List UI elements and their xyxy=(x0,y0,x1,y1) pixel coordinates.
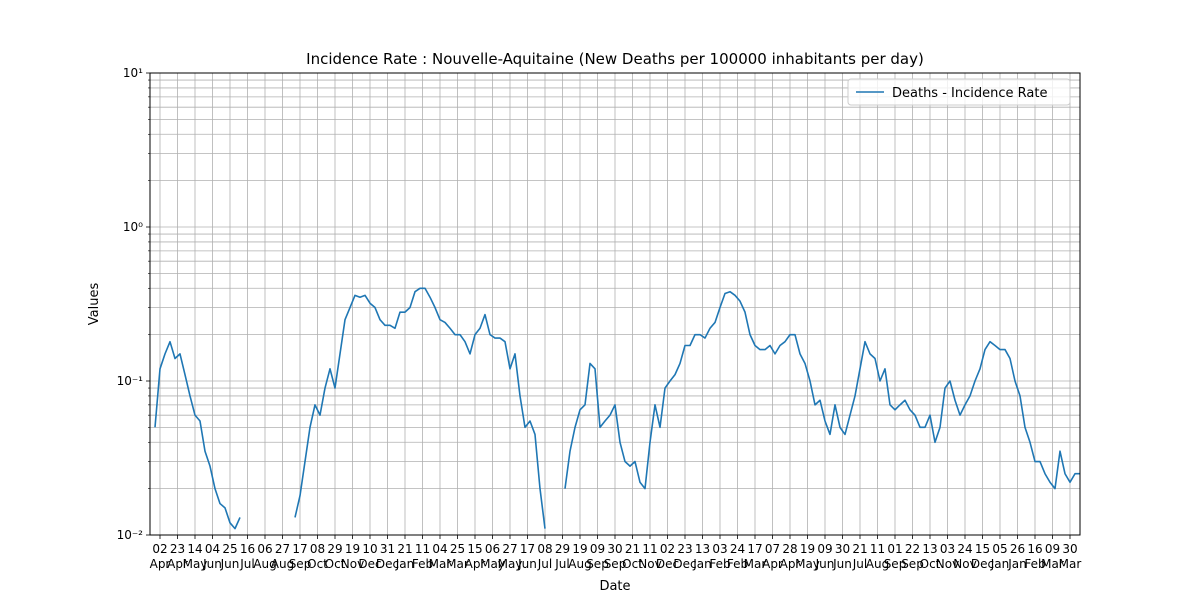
x-tick-label: 27 Aug xyxy=(271,542,294,571)
x-tick-label: 28 Apr xyxy=(780,542,801,571)
x-tick-label: 16 Feb xyxy=(1024,542,1045,571)
x-tick-label: 26 Jan xyxy=(1007,542,1027,571)
x-tick-label: 11 Nov xyxy=(638,542,661,571)
x-tick-label: 29 Jul xyxy=(554,542,570,571)
chart-title: Incidence Rate : Nouvelle-Aquitaine (New… xyxy=(306,50,924,68)
x-tick-label: 08 Oct xyxy=(307,542,328,571)
x-tick-label: 10 Dec xyxy=(358,542,381,571)
x-tick-label: 15 Dec xyxy=(971,542,994,571)
x-tick-label: 24 Nov xyxy=(953,542,976,571)
x-tick-label: 13 Jan xyxy=(692,542,712,571)
x-tick-label: 01 Sep xyxy=(884,542,907,571)
x-tick-label: 06 May xyxy=(480,542,505,571)
x-tick-label: 06 Aug xyxy=(253,542,276,571)
y-axis-label: Values xyxy=(87,283,102,326)
x-tick-label: 30 Mar xyxy=(1059,542,1082,571)
x-tick-label: 22 Sep xyxy=(901,542,924,571)
x-tick-label: 30 Sep xyxy=(604,542,627,571)
x-tick-label: 04 Mar xyxy=(429,542,452,571)
x-tick-label: 16 Jul xyxy=(239,542,255,571)
x-tick-label: 17 Jun xyxy=(517,542,537,571)
x-tick-label: 24 Feb xyxy=(727,542,748,571)
y-tick-label: 10⁻¹ xyxy=(117,374,144,388)
legend-label: Deaths - Incidence Rate xyxy=(892,86,1047,101)
x-tick-label: 05 Jan xyxy=(990,542,1010,571)
x-tick-label: 19 May xyxy=(795,542,820,571)
x-tick-label: 11 Aug xyxy=(866,542,889,571)
x-tick-label: 19 Nov xyxy=(341,542,364,571)
x-tick-label: 02 Apr xyxy=(150,542,171,571)
x-tick-label: 02 Dec xyxy=(656,542,679,571)
legend-box xyxy=(847,78,1071,106)
x-tick-label: 04 Jun xyxy=(202,542,222,571)
x-tick-label: 29 Oct xyxy=(325,542,346,571)
y-tick-label: 10⁰ xyxy=(123,220,143,234)
x-tick-label: 11 Feb xyxy=(412,542,433,571)
x-tick-label: 09 Mar xyxy=(1041,542,1064,571)
grid xyxy=(150,72,1080,536)
x-tick-label: 30 Jun xyxy=(832,542,852,571)
x-axis-label: Date xyxy=(599,579,630,594)
x-tick-label: 31 Dec xyxy=(376,542,399,571)
y-tick-label: 10¹ xyxy=(123,66,143,80)
y-tick-label: 10⁻² xyxy=(117,528,144,542)
x-tick-label: 23 Apr xyxy=(167,542,188,571)
x-tick-label: 03 Feb xyxy=(709,542,730,571)
x-tick-label: 23 Dec xyxy=(673,542,696,571)
x-tick-label: 17 Mar xyxy=(744,542,767,571)
x-tick-label: 08 Jul xyxy=(537,542,553,571)
data-line xyxy=(154,287,1080,530)
x-tick-label: 25 Mar xyxy=(446,542,469,571)
x-tick-label: 21 Oct xyxy=(622,542,643,571)
x-tick-label: 19 Aug xyxy=(568,542,591,571)
x-tick-label: 03 Nov xyxy=(936,542,959,571)
x-tick-label: 07 Apr xyxy=(762,542,783,571)
x-tick-label: 15 Apr xyxy=(465,542,486,571)
x-tick-label: 21 Jul xyxy=(852,542,868,571)
x-tick-label: 14 May xyxy=(183,542,208,571)
x-tick-label: 27 May xyxy=(498,542,523,571)
x-tick-label: 09 Jun xyxy=(815,542,835,571)
x-tick-label: 09 Sep xyxy=(586,542,609,571)
x-tick-label: 17 Sep xyxy=(289,542,312,571)
x-tick-label: 21 Jan xyxy=(395,542,415,571)
x-tick-label: 25 Jun xyxy=(220,542,240,571)
plot-area xyxy=(154,287,1080,530)
x-tick-label: 13 Oct xyxy=(920,542,941,571)
